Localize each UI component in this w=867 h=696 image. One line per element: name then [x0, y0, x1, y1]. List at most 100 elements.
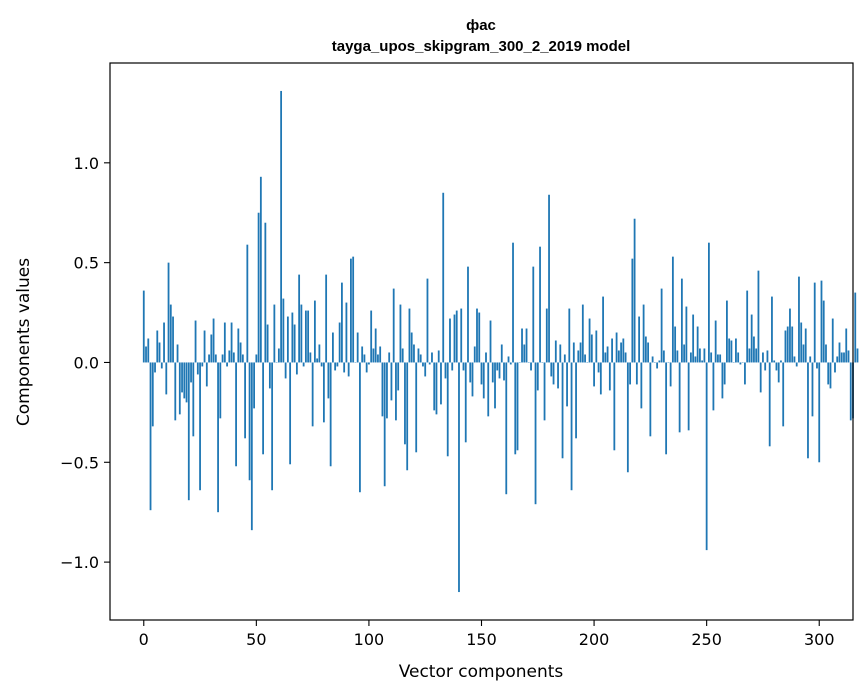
- bar: [248, 362, 251, 481]
- bar: [856, 348, 859, 363]
- bar: [685, 306, 688, 363]
- bar: [334, 362, 337, 371]
- bar: [647, 342, 650, 363]
- x-tick-label: 50: [246, 630, 266, 649]
- bar: [789, 308, 791, 363]
- bar: [397, 362, 400, 391]
- bar: [332, 332, 334, 363]
- bar: [147, 338, 150, 363]
- bar: [676, 350, 679, 363]
- bar: [487, 362, 490, 417]
- bar: [151, 362, 154, 427]
- bar: [635, 362, 638, 385]
- bar: [422, 362, 424, 367]
- bar: [730, 340, 733, 363]
- bar: [395, 362, 397, 421]
- bar: [316, 358, 319, 363]
- bar: [257, 212, 260, 363]
- bar: [696, 326, 699, 363]
- y-axis-label: Components values: [14, 258, 34, 426]
- bar: [268, 362, 271, 389]
- bar: [478, 312, 481, 363]
- bar: [219, 362, 222, 419]
- bar: [521, 328, 523, 363]
- bar: [597, 362, 600, 373]
- bar: [843, 352, 845, 363]
- bar: [295, 362, 298, 375]
- bar: [640, 362, 643, 409]
- bar: [626, 362, 629, 473]
- bar: [309, 352, 312, 363]
- bar: [714, 320, 717, 363]
- bar: [154, 362, 156, 373]
- x-tick-label: 150: [466, 630, 497, 649]
- bar: [455, 310, 458, 363]
- bar: [784, 330, 787, 363]
- bar: [604, 352, 607, 363]
- bar: [795, 362, 798, 367]
- bar: [286, 316, 289, 363]
- y-tick-label: −0.5: [60, 453, 99, 472]
- bar: [523, 344, 526, 363]
- bar: [491, 362, 494, 383]
- bar: [728, 338, 731, 363]
- bar: [662, 350, 665, 363]
- bar: [298, 274, 301, 363]
- bar: [320, 362, 323, 367]
- bar: [473, 346, 476, 363]
- y-tick-label: 0.0: [74, 353, 99, 372]
- bar: [804, 328, 807, 363]
- bar: [327, 362, 330, 399]
- bar: [750, 314, 753, 363]
- bar: [178, 362, 181, 415]
- bar: [660, 288, 663, 363]
- bar: [462, 362, 465, 371]
- bar: [602, 296, 604, 363]
- bar: [615, 332, 618, 363]
- bar: [201, 362, 204, 367]
- bar: [377, 354, 379, 363]
- bar: [762, 352, 764, 363]
- bar: [167, 262, 170, 363]
- bar: [374, 328, 377, 363]
- bar: [694, 356, 697, 363]
- bar: [498, 362, 501, 379]
- bar: [158, 342, 161, 363]
- bar: [368, 362, 370, 365]
- bar: [744, 362, 746, 385]
- bar: [512, 242, 514, 363]
- bar: [577, 350, 580, 363]
- bar: [496, 362, 499, 371]
- bar: [361, 346, 364, 363]
- bar: [352, 256, 355, 363]
- bar: [629, 362, 631, 385]
- bar: [854, 292, 857, 363]
- bar: [239, 342, 242, 363]
- bar: [809, 356, 812, 363]
- bar: [757, 270, 760, 363]
- bar: [717, 354, 719, 363]
- bar: [406, 362, 409, 471]
- bar: [680, 278, 683, 363]
- bar: [689, 352, 692, 363]
- bar: [532, 266, 535, 363]
- bar: [611, 338, 613, 363]
- bar: [671, 256, 674, 363]
- bar: [566, 362, 568, 407]
- bar: [458, 362, 460, 593]
- bar: [401, 348, 404, 363]
- bar: [221, 354, 224, 363]
- bar: [579, 342, 582, 363]
- bar: [737, 352, 740, 363]
- bar: [404, 362, 406, 445]
- bar: [593, 362, 595, 387]
- bar: [237, 328, 240, 363]
- bar: [703, 348, 706, 363]
- bar: [638, 316, 641, 363]
- bar: [665, 362, 668, 455]
- bar: [692, 314, 695, 363]
- bar: [440, 362, 442, 405]
- bar: [746, 290, 749, 363]
- bar: [244, 362, 246, 439]
- bar: [359, 362, 361, 493]
